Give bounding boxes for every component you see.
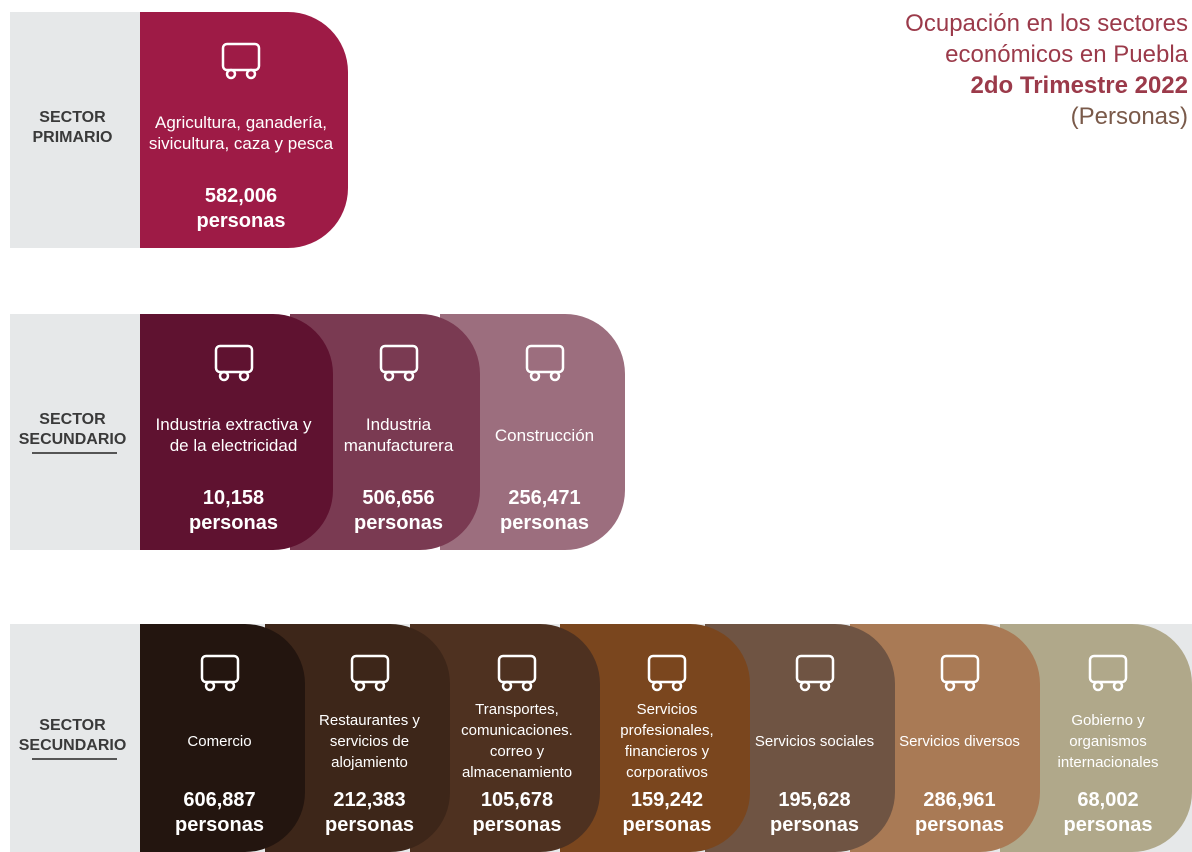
title-line: (Personas) bbox=[1070, 103, 1188, 130]
persons-unit: personas bbox=[354, 512, 443, 534]
persons-value: 256,471 bbox=[508, 487, 581, 509]
card-content: Construcción 256,471 personas bbox=[470, 314, 619, 550]
card-content: Agricultura, ganadería, sivicultura, caz… bbox=[140, 12, 342, 248]
title-line: 2do Trimestre 2022 bbox=[970, 72, 1188, 99]
icon bbox=[647, 654, 687, 692]
persons-unit: personas bbox=[196, 210, 286, 232]
icon bbox=[795, 654, 834, 692]
activity-name: Servicios sociales bbox=[754, 732, 875, 750]
persons-unit: personas bbox=[770, 814, 859, 836]
icon bbox=[350, 654, 389, 692]
icon bbox=[525, 344, 564, 382]
activity-name: Construcción bbox=[494, 425, 595, 445]
persons-value: 105,678 bbox=[480, 789, 554, 811]
persons-unit: personas bbox=[622, 814, 712, 836]
activity-name: Servicios profesionales, financieros y c… bbox=[620, 701, 714, 781]
sector-panel bbox=[10, 12, 140, 248]
persons-value: 195,628 bbox=[778, 789, 851, 811]
activity-name: Industria manufacturera bbox=[343, 415, 454, 455]
persons-value: 286,961 bbox=[923, 789, 996, 811]
sector-card: Industria extractiva y de la electricida… bbox=[140, 314, 333, 550]
persons-value: 606,887 bbox=[183, 789, 256, 811]
persons-unit: personas bbox=[1063, 814, 1153, 836]
activity-name: Servicios diversos bbox=[899, 732, 1020, 750]
persons-value: 506,656 bbox=[362, 487, 435, 509]
activity-name: Transportes, comunicaciones. correo y al… bbox=[461, 701, 573, 781]
persons-unit: personas bbox=[189, 512, 278, 534]
card-content: Transportes, comunicaciones. correo y al… bbox=[440, 624, 594, 852]
icon bbox=[497, 654, 537, 692]
activity-name: Industria extractiva y de la electricida… bbox=[155, 415, 312, 455]
persons-value: 10,158 bbox=[202, 487, 265, 509]
sector-label: SECTOR SECUNDARIO bbox=[18, 717, 127, 754]
icon bbox=[379, 344, 418, 382]
sector-card: Comercio 606,887 personas bbox=[140, 624, 305, 852]
underline bbox=[32, 758, 117, 760]
icon bbox=[1088, 654, 1128, 692]
persons-value: 582,006 bbox=[204, 185, 278, 207]
card-content: Comercio 606,887 personas bbox=[140, 624, 299, 852]
activity-name: Comercio bbox=[187, 732, 252, 750]
card-content: Industria manufacturera 506,656 personas bbox=[323, 314, 474, 550]
activity-name: Agricultura, ganadería, sivicultura, caz… bbox=[148, 113, 334, 153]
card-content: Servicios diversos 286,961 personas bbox=[885, 624, 1034, 852]
icon bbox=[221, 42, 261, 80]
card-content: Gobierno y organismos internacionales 68,… bbox=[1030, 624, 1186, 852]
title-line: económicos en Puebla bbox=[945, 41, 1188, 68]
card-content: Industria extractiva y de la electricida… bbox=[140, 314, 327, 550]
sector-card: Agricultura, ganadería, sivicultura, caz… bbox=[140, 12, 348, 248]
persons-value: 68,002 bbox=[1077, 789, 1139, 811]
title: Ocupación en los sectores económicos en … bbox=[905, 8, 1188, 132]
card-content: Restaurantes y servicios de alojamiento 2… bbox=[295, 624, 444, 852]
persons-unit: personas bbox=[472, 814, 562, 836]
sector-panel bbox=[10, 314, 140, 550]
persons-value: 212,383 bbox=[333, 789, 406, 811]
underline bbox=[32, 452, 117, 454]
card-content: Servicios sociales 195,628 personas bbox=[740, 624, 889, 852]
persons-unit: personas bbox=[175, 814, 264, 836]
persons-value: 159,242 bbox=[630, 789, 704, 811]
sector-label: SECTOR PRIMARIO bbox=[32, 109, 113, 146]
persons-unit: personas bbox=[915, 814, 1004, 836]
title-line: Ocupación en los sectores bbox=[905, 10, 1188, 37]
card-content: Servicios profesionales, financieros y c… bbox=[590, 624, 744, 852]
sector-label: SECTOR SECUNDARIO bbox=[18, 411, 127, 448]
persons-unit: personas bbox=[325, 814, 414, 836]
icon bbox=[940, 654, 979, 692]
icon bbox=[200, 654, 239, 692]
persons-unit: personas bbox=[500, 512, 589, 534]
sector-card: Servicios profesionales, financieros y c… bbox=[560, 624, 750, 852]
activity-name: Gobierno y organismos internacionales bbox=[1057, 711, 1159, 771]
icon bbox=[214, 344, 253, 382]
activity-name: Restaurantes y servicios de alojamiento bbox=[319, 711, 420, 771]
